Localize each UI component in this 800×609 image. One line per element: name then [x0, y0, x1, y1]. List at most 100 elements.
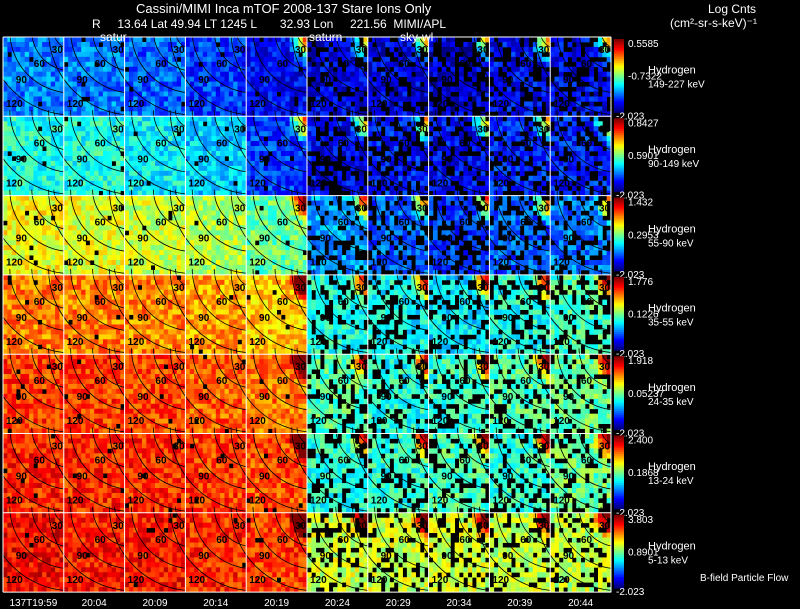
heat-cell: [350, 141, 356, 147]
heat-cell: [354, 121, 360, 127]
heat-cell: [189, 255, 195, 261]
pitch-angle-contour: [495, 30, 559, 94]
heat-cell: [289, 264, 295, 271]
contour-label: 90: [16, 75, 28, 86]
heat-cell: [172, 250, 178, 256]
heat-cell: [372, 101, 377, 107]
heat-cell: [81, 136, 86, 142]
heat-cell: [302, 215, 308, 221]
heat-cell: [211, 101, 217, 107]
heat-cell: [181, 245, 186, 251]
heat-cell: [128, 200, 134, 206]
heat-cell: [7, 250, 13, 256]
heat-cell: [263, 76, 269, 83]
heat-cell: [237, 175, 243, 182]
heat-cell: [524, 46, 529, 53]
heat-cell: [63, 71, 69, 78]
heat-cell: [185, 185, 191, 192]
heat-cell: [233, 61, 238, 68]
heat-cell: [563, 56, 568, 63]
heat-cell: [24, 185, 30, 192]
heat-cell: [7, 195, 13, 201]
heat-cell: [263, 210, 269, 216]
heat-cell: [102, 170, 108, 177]
heat-cell: [120, 230, 125, 236]
heat-cell: [128, 150, 134, 157]
heat-cell: [250, 126, 256, 132]
heat-cell: [46, 155, 52, 162]
heat-cell: [111, 165, 117, 172]
heat-cell: [419, 96, 425, 102]
heat-cell: [120, 195, 125, 201]
heat-cell: [563, 101, 568, 107]
heat-cell: [29, 150, 34, 157]
heat-cell: [16, 245, 21, 251]
heat-cell: [168, 235, 173, 241]
heat-cell: [276, 66, 282, 73]
heat-cell: [76, 150, 82, 157]
heat-cell: [50, 56, 56, 63]
heat-cell: [372, 61, 377, 68]
heat-cell: [493, 81, 499, 87]
heat-cell: [285, 86, 291, 92]
heat-cell: [224, 111, 230, 117]
contour-label: 30: [52, 45, 64, 56]
heat-cell: [133, 170, 139, 177]
heat-cell: [584, 61, 590, 68]
heat-cell: [194, 126, 199, 132]
heat-cell: [16, 220, 21, 226]
heat-cell: [224, 215, 230, 221]
heat-cell: [128, 146, 134, 152]
contour-label: 30: [538, 124, 550, 135]
heat-cell: [228, 205, 234, 211]
heat-cell: [3, 76, 8, 83]
heat-cell: [98, 255, 104, 261]
heat-cell: [159, 116, 165, 122]
heat-cell: [20, 185, 26, 192]
heat-cell: [94, 175, 99, 182]
heat-cell: [207, 200, 212, 206]
heat-cell: [189, 126, 195, 132]
heat-cell: [228, 215, 234, 221]
heat-cell: [215, 91, 221, 97]
heat-cell: [276, 41, 282, 48]
heat-cell: [94, 66, 99, 73]
heat-cell: [489, 126, 495, 132]
heat-cell: [498, 170, 503, 177]
heat-cell: [606, 76, 612, 83]
heat-cell: [406, 46, 412, 53]
heat-cell: [185, 269, 191, 276]
heat-cell: [146, 121, 152, 127]
heat-cell: [272, 264, 277, 271]
heat-cell: [489, 66, 495, 73]
heat-cell: [280, 71, 286, 78]
heat-cell: [172, 235, 178, 241]
heat-cell: [3, 210, 8, 216]
heat-cell: [285, 136, 291, 142]
contour-label: 90: [198, 154, 210, 165]
heat-cell: [224, 37, 230, 43]
heat-cell: [389, 126, 395, 132]
heat-cell: [220, 190, 225, 196]
heat-cell: [68, 146, 73, 152]
heat-cell: [307, 86, 312, 92]
heat-cell: [63, 111, 69, 117]
heat-cell: [228, 210, 234, 216]
heat-cell: [541, 180, 547, 187]
heat-cell: [176, 136, 182, 142]
heat-cell: [250, 51, 256, 58]
heat-cell: [11, 160, 17, 167]
heat-cell: [558, 185, 564, 192]
heat-cell: [315, 71, 321, 78]
heat-cell: [359, 170, 364, 177]
heat-cell: [241, 81, 247, 87]
heat-cell: [24, 56, 30, 63]
heat-cell: [285, 264, 291, 271]
heat-cell: [120, 240, 125, 246]
heat-cell: [146, 111, 152, 117]
heat-cell: [94, 205, 99, 211]
heat-cell: [85, 76, 91, 83]
heat-cell: [589, 71, 595, 78]
heat-cell: [263, 111, 269, 117]
heat-cell: [302, 220, 308, 226]
